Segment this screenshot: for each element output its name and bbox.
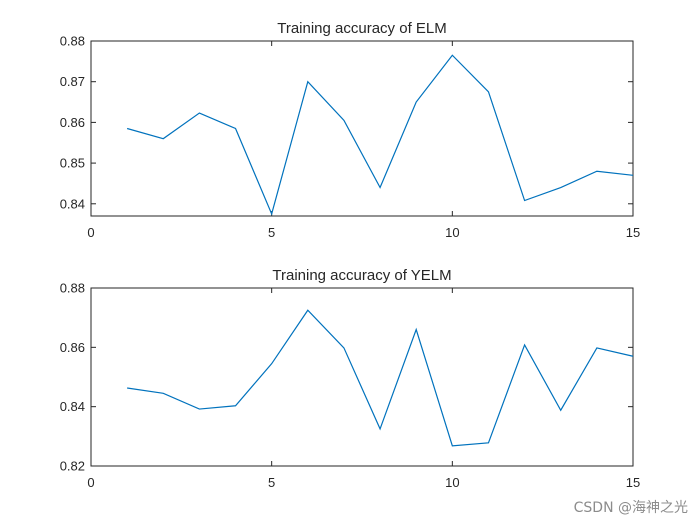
axes-box xyxy=(90,40,634,217)
axes-box xyxy=(90,287,634,467)
y-tick-label: 0.87 xyxy=(60,74,85,89)
y-tick-label: 0.84 xyxy=(60,399,85,414)
watermark: CSDN @海神之光 xyxy=(573,500,688,516)
series-line xyxy=(127,309,634,447)
chart-title: Training accuracy of ELM xyxy=(277,20,447,37)
x-tick-label: 5 xyxy=(268,475,275,490)
x-tick-label: 5 xyxy=(268,225,275,240)
x-tick-label: 0 xyxy=(87,475,94,490)
y-tick-label: 0.84 xyxy=(60,196,85,211)
x-tick-label: 0 xyxy=(87,225,94,240)
y-tick-label: 0.85 xyxy=(60,156,85,171)
y-tick-label: 0.86 xyxy=(60,115,85,130)
y-tick-label: 0.86 xyxy=(60,340,85,355)
x-tick-label: 10 xyxy=(445,225,459,240)
x-tick-label: 10 xyxy=(445,475,459,490)
x-tick-label: 15 xyxy=(626,475,640,490)
series-line xyxy=(126,54,634,216)
chart-title: Training accuracy of YELM xyxy=(272,267,451,284)
yelm-accuracy-plot: 0 5 10 15 0.82 0.84 0.86 0.88 Training accuracy … xyxy=(60,267,641,490)
y-tick-label: 0.88 xyxy=(60,34,85,49)
elm-accuracy-plot: 0 5 10 15 0.84 0.85 0.86 0.87 0.88 Training accur… xyxy=(60,20,641,240)
x-tick-label: 15 xyxy=(626,225,640,240)
y-tick-label: 0.88 xyxy=(60,281,85,296)
y-tick-label: 0.82 xyxy=(60,459,85,474)
